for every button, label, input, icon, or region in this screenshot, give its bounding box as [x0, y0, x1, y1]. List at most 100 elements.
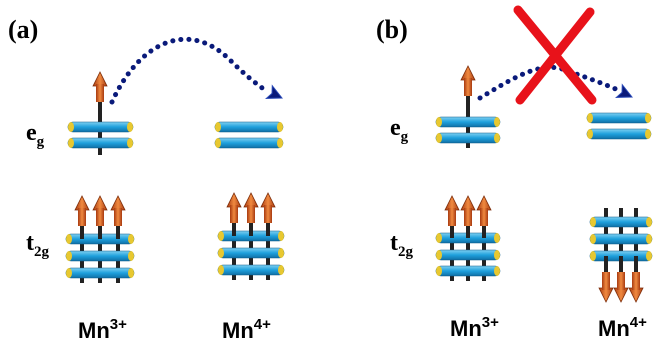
ion-label: Mn3+	[450, 314, 499, 341]
orbital-cap	[436, 233, 442, 243]
orbital-bar	[590, 217, 652, 227]
level-subscript: 2g	[34, 244, 50, 260]
panel-label: (a)	[8, 15, 38, 44]
orbital-cap	[215, 138, 221, 148]
spin-head	[75, 196, 89, 210]
orbital-bar	[68, 122, 133, 132]
orbital-cap	[215, 122, 221, 132]
level-label: t2g	[26, 230, 50, 260]
orbital-bar	[68, 138, 133, 148]
orbital-cap	[645, 113, 651, 123]
orbital-cap	[494, 117, 500, 127]
spin-body	[617, 272, 625, 290]
spin-body	[448, 208, 456, 226]
orbital-cap	[218, 231, 224, 241]
orbital-cap	[128, 251, 134, 261]
orbital-cap	[646, 234, 652, 244]
ion-charge: 3+	[110, 316, 127, 333]
orbital-cap	[436, 117, 442, 127]
level-symbol: t	[26, 230, 34, 256]
spin-body	[78, 208, 86, 226]
orbital-bar	[218, 248, 284, 258]
hop-path	[480, 67, 618, 98]
orbital-bar	[587, 113, 651, 123]
level-subscript: g	[401, 129, 409, 145]
orbital-cap	[436, 250, 442, 260]
ion-label: Mn3+	[78, 316, 127, 343]
hop-arrowhead	[266, 86, 285, 105]
spin-body	[96, 84, 104, 102]
level-subscript: g	[37, 134, 45, 150]
orbital-cap	[277, 122, 283, 132]
orbital-cap	[68, 122, 74, 132]
orbital-bar	[436, 133, 500, 143]
diagram: (a) eg t2g Mn3+ Mn4+ (b) eg t2g Mn3+ Mn4…	[0, 0, 662, 354]
ion-element: Mn	[78, 318, 110, 343]
orbital-bar	[436, 266, 500, 276]
orbital-cap	[590, 217, 596, 227]
orbital-cap	[646, 217, 652, 227]
spin-body	[602, 272, 610, 290]
spin-body	[230, 205, 238, 223]
spin-head	[93, 196, 107, 210]
orbital-cap	[68, 138, 74, 148]
spin-body	[632, 272, 640, 290]
orbital-bar	[587, 129, 651, 139]
orbital-bar	[218, 265, 284, 275]
spin-head	[244, 193, 258, 207]
orbital-bar	[436, 117, 500, 127]
spin-body	[480, 208, 488, 226]
orbital-cap	[494, 233, 500, 243]
orbital-bar	[590, 234, 652, 244]
orbital-cap	[494, 250, 500, 260]
panel-label: (b)	[376, 15, 408, 44]
ion-element: Mn	[222, 318, 254, 343]
level-label: eg	[390, 115, 409, 145]
orbital-cap	[494, 266, 500, 276]
orbital-cap	[128, 234, 134, 244]
orbital-bar	[66, 251, 134, 261]
ion-charge: 4+	[630, 314, 647, 331]
ion-charge: 4+	[254, 316, 271, 333]
spin-head	[629, 288, 643, 302]
ion-element: Mn	[598, 316, 630, 341]
orbital-cap	[218, 265, 224, 275]
spin-head	[111, 196, 125, 210]
spin-head	[261, 193, 275, 207]
orbital-cap	[278, 265, 284, 275]
orbital-cap	[277, 138, 283, 148]
orbital-cap	[127, 122, 133, 132]
spin-body	[464, 78, 472, 96]
spin-body	[114, 208, 122, 226]
orbital-cap	[436, 133, 442, 143]
orbital-cap	[127, 138, 133, 148]
spin-head	[477, 196, 491, 210]
hop-arrowhead	[616, 85, 635, 104]
orbital-cap	[278, 248, 284, 258]
spin-body	[264, 205, 272, 223]
spin-body	[247, 205, 255, 223]
orbital-cap	[218, 248, 224, 258]
spin-head	[93, 72, 107, 86]
orbital-cap	[590, 251, 596, 261]
spin-body	[464, 208, 472, 226]
orbital-cap	[436, 266, 442, 276]
orbital-cap	[66, 251, 72, 261]
orbital-bar	[215, 138, 283, 148]
ion-label: Mn4+	[598, 314, 647, 341]
spin-head	[227, 193, 241, 207]
spin-head	[614, 288, 628, 302]
spin-head	[461, 66, 475, 80]
spin-head	[599, 288, 613, 302]
ion-label: Mn4+	[222, 316, 271, 343]
orbital-bar	[436, 250, 500, 260]
orbital-cap	[66, 268, 72, 278]
hop-path	[112, 39, 268, 102]
level-label: t2g	[390, 230, 414, 260]
spin-head	[445, 196, 459, 210]
orbital-bar	[215, 122, 283, 132]
spin-body	[96, 208, 104, 226]
level-subscript: 2g	[398, 244, 414, 260]
orbital-cap	[278, 231, 284, 241]
level-symbol: t	[390, 230, 398, 256]
